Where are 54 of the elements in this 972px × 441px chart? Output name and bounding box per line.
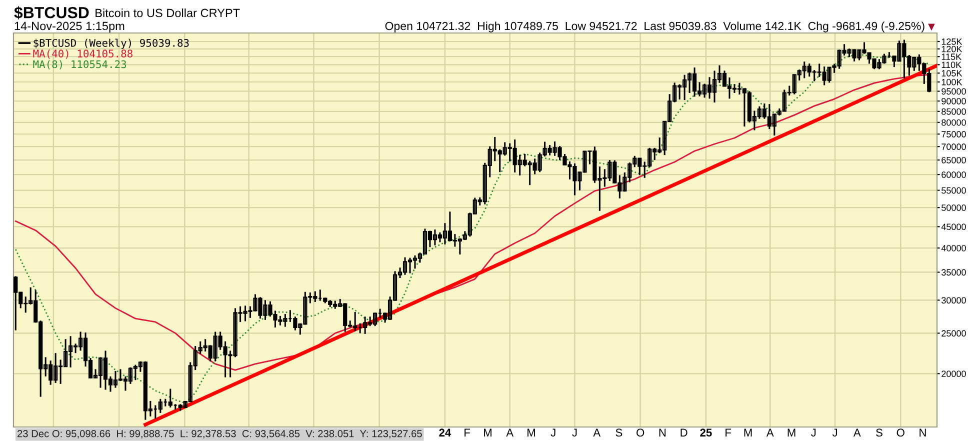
y-tick-label: 90000: [942, 98, 966, 104]
y-tick-label: 25000: [942, 330, 966, 337]
y-tick-label: 115K: [942, 54, 962, 60]
y-tick-label: 110K: [942, 62, 962, 68]
x-tick-label: S: [876, 428, 882, 437]
legend-label: MA(40) 104105.88: [33, 49, 132, 59]
y-tick-label: 80000: [942, 119, 966, 126]
y-tick-label: 65000: [942, 156, 966, 164]
x-tick-label: A: [853, 428, 861, 436]
chart-title: $BTCUSD: [14, 6, 89, 20]
text: 23 Dec O: 95,098.66 H: 99,888.75 L: 92,378.53 C: 93,564.85 V: 238.051 Y: 123,527.65: [18, 430, 422, 438]
x-tick-label: J: [550, 428, 556, 437]
legend-label: MA(8) 110554.23: [33, 60, 126, 70]
y-tick-label: 95000: [942, 88, 966, 95]
x-tick-label: M: [528, 428, 535, 436]
y-tick-label: 35000: [942, 269, 966, 276]
text: 14-Nov-2025 1:15pm: [14, 22, 124, 33]
y-tick-label: 60000: [942, 171, 966, 178]
y-tick-label: 20000: [942, 370, 966, 378]
x-tick-label: S: [616, 428, 622, 437]
y-tick-label: 105K: [942, 70, 962, 76]
chart-subtitle: Bitcoin to US Dollar CRYPT: [96, 8, 240, 18]
y-tick-label: 30000: [942, 297, 966, 304]
text: ▼: [928, 24, 935, 31]
x-tick-label: N: [920, 428, 926, 436]
y-tick-label: 40000: [941, 244, 966, 252]
y-tick-label: 70000: [942, 144, 966, 150]
x-tick-label: D: [680, 428, 688, 436]
annotation: $BTCUSD (Weekly) 95039.83: [34, 38, 189, 49]
x-tick-label: 24: [439, 428, 452, 436]
y-tick-label: 125K: [942, 38, 962, 45]
x-tick-label: M: [744, 428, 752, 436]
y-tick-label: 75000: [942, 131, 966, 138]
y-tick-label: 100K: [942, 78, 962, 86]
y-tick-label: 50000: [942, 204, 966, 211]
y-tick-label: 85000: [942, 108, 966, 115]
x-tick-label: J: [572, 428, 577, 437]
x-tick-label: A: [506, 428, 514, 436]
x-tick-label: J: [811, 428, 816, 437]
x-tick-label: A: [766, 428, 774, 436]
text: Open 104721.32 High 107489.75 Low 94521.72 Last 95039.83 Volume 142.1K Chg -9681.49 (-9.25%): [385, 22, 924, 32]
x-tick-label: 25: [700, 428, 712, 437]
x-tick-label: F: [464, 428, 470, 436]
x-tick-label: F: [726, 428, 731, 436]
y-tick-label: 45000: [941, 224, 966, 230]
x-tick-label: J: [832, 428, 837, 437]
y-tick-label: 55000: [942, 187, 966, 194]
x-tick-label: O: [896, 428, 904, 437]
x-tick-label: M: [484, 428, 492, 436]
y-tick-label: 120K: [942, 46, 962, 52]
x-tick-label: O: [636, 428, 644, 437]
x-tick-label: M: [788, 428, 796, 436]
x-tick-label: N: [659, 428, 666, 436]
x-tick-label: A: [593, 428, 601, 436]
